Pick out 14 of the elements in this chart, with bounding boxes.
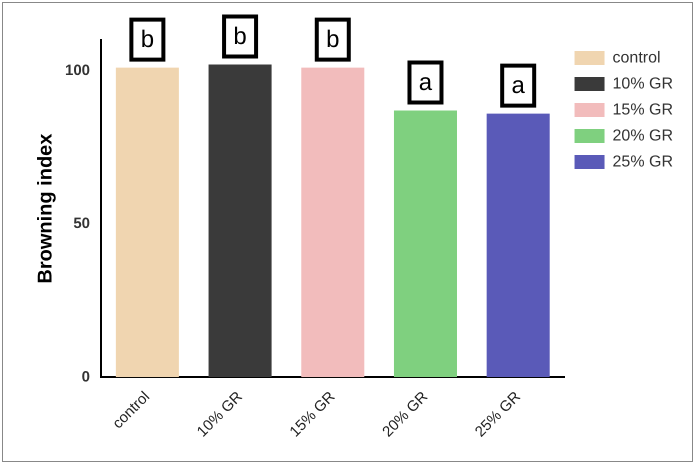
- legend-label: 10% GR: [612, 75, 673, 92]
- legend-label: 20% GR: [612, 127, 673, 144]
- annotation: b: [140, 26, 154, 54]
- y-tick-label: 100: [64, 62, 90, 79]
- annotation: a: [512, 72, 526, 100]
- y-axis-title: Browning index: [34, 134, 57, 284]
- legend-label: control: [612, 49, 661, 66]
- annotation: a: [418, 69, 433, 96]
- legend-label: 15% GR: [612, 101, 673, 118]
- legend-label: 25% GR: [612, 153, 673, 170]
- annotation: b: [233, 23, 247, 50]
- y-tick-label: 50: [73, 215, 90, 232]
- y-tick-label: 0: [82, 368, 90, 386]
- annotation: b: [326, 26, 340, 54]
